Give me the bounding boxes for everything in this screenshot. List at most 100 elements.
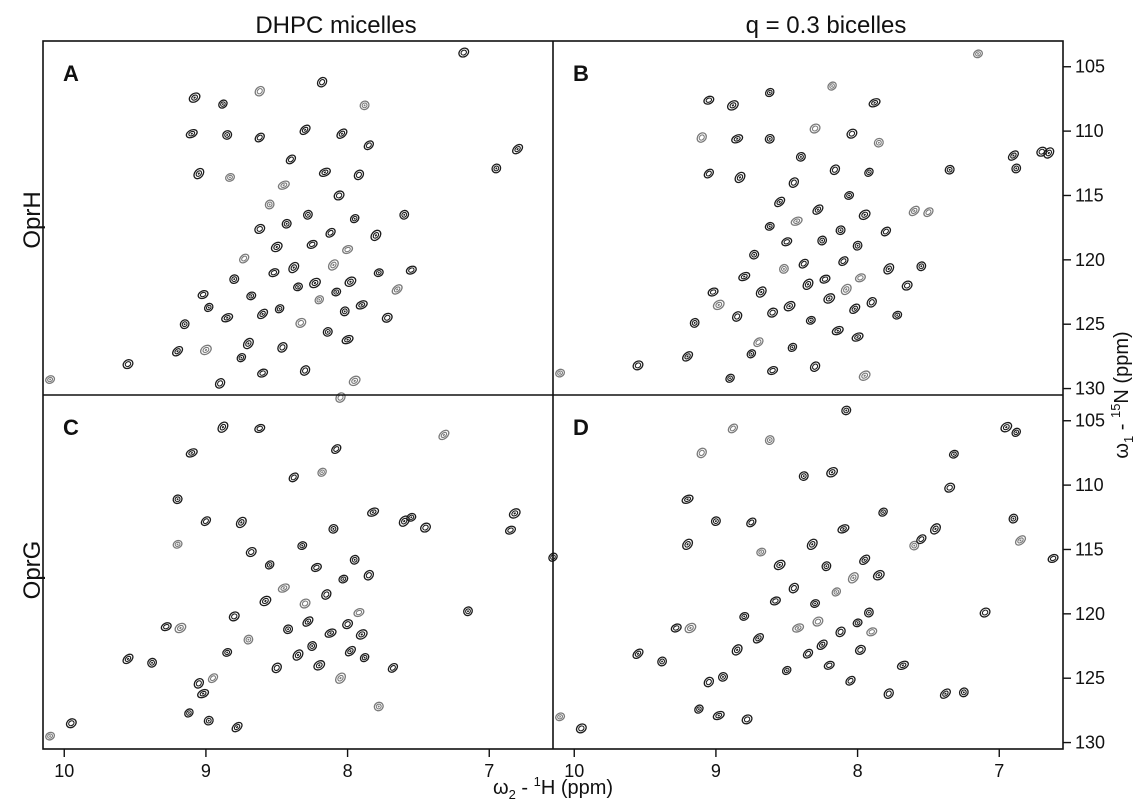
peak bbox=[826, 466, 839, 478]
peak bbox=[726, 100, 739, 111]
x-tick-label: 8 bbox=[343, 761, 353, 781]
peak bbox=[703, 676, 715, 688]
panel-label-c: C bbox=[63, 415, 79, 440]
peak bbox=[689, 317, 700, 328]
peak bbox=[185, 128, 198, 139]
peak bbox=[348, 375, 361, 387]
peak bbox=[829, 164, 841, 176]
peak bbox=[197, 290, 209, 300]
peak bbox=[373, 268, 384, 278]
peak bbox=[1000, 421, 1013, 433]
peak bbox=[349, 213, 360, 224]
peak bbox=[883, 263, 895, 275]
x-axis: 10 9 8 7 10 9 8 7 bbox=[54, 749, 1004, 781]
peak bbox=[1007, 150, 1019, 161]
peak bbox=[1047, 553, 1059, 564]
peak bbox=[764, 435, 775, 446]
y-tick-label: 125 bbox=[1075, 668, 1105, 688]
peak bbox=[854, 273, 866, 283]
x-tick-label: 10 bbox=[564, 761, 584, 781]
x-axis-label: ω2 - 1H (ppm) bbox=[493, 774, 613, 802]
peak bbox=[883, 688, 894, 699]
peak bbox=[324, 628, 337, 638]
panel-label-b: B bbox=[573, 61, 589, 86]
panel-label-d: D bbox=[573, 415, 589, 440]
peak bbox=[363, 140, 374, 151]
peak bbox=[270, 241, 283, 253]
peak bbox=[222, 648, 233, 657]
peak bbox=[837, 524, 850, 534]
peak bbox=[235, 516, 247, 529]
y-tick-label: 115 bbox=[1075, 185, 1104, 205]
peak bbox=[185, 448, 198, 458]
y-tick-label: 105 bbox=[1075, 411, 1105, 431]
peak bbox=[399, 209, 410, 220]
peak bbox=[809, 361, 821, 373]
peak bbox=[331, 287, 342, 297]
peak bbox=[306, 239, 318, 249]
peak bbox=[224, 173, 236, 182]
peak bbox=[355, 300, 368, 310]
peak bbox=[203, 715, 214, 726]
peak bbox=[727, 423, 739, 434]
peak bbox=[773, 559, 786, 571]
y-tick-label: 105 bbox=[1075, 57, 1105, 77]
peak bbox=[835, 626, 846, 638]
y-tick-label: 110 bbox=[1075, 121, 1104, 141]
peak bbox=[254, 423, 266, 434]
peak bbox=[844, 191, 855, 200]
peak bbox=[817, 235, 828, 246]
peak bbox=[292, 282, 304, 292]
peak bbox=[864, 167, 874, 177]
peak bbox=[288, 472, 299, 483]
peak bbox=[840, 283, 852, 296]
peak bbox=[245, 546, 257, 558]
peak bbox=[45, 731, 56, 741]
peak bbox=[827, 81, 837, 91]
peak bbox=[792, 623, 805, 633]
peak bbox=[367, 507, 380, 517]
peak bbox=[405, 265, 417, 275]
peak bbox=[122, 653, 134, 665]
peak bbox=[821, 561, 832, 572]
peak bbox=[783, 300, 796, 312]
peak bbox=[851, 332, 864, 342]
peak bbox=[767, 365, 779, 376]
peak bbox=[344, 645, 356, 657]
peak bbox=[297, 541, 308, 551]
peak bbox=[755, 286, 767, 298]
peak bbox=[1011, 163, 1022, 174]
peak bbox=[122, 359, 134, 370]
peak bbox=[896, 660, 909, 671]
peak bbox=[657, 656, 668, 667]
peak bbox=[972, 49, 984, 59]
peak bbox=[575, 723, 587, 734]
peak bbox=[802, 278, 814, 291]
peak bbox=[632, 648, 644, 660]
peak bbox=[420, 522, 431, 533]
peak bbox=[302, 616, 314, 627]
peak bbox=[682, 538, 694, 551]
peak bbox=[334, 672, 347, 684]
peak bbox=[878, 507, 888, 517]
peak bbox=[406, 512, 417, 522]
peak bbox=[283, 624, 294, 635]
peak bbox=[147, 657, 158, 668]
peak bbox=[207, 673, 219, 684]
peak bbox=[285, 154, 297, 165]
peak bbox=[331, 444, 342, 455]
peak bbox=[838, 256, 849, 267]
peak bbox=[749, 249, 760, 260]
column-title-right: q = 0.3 bicelles bbox=[746, 12, 907, 39]
peak bbox=[731, 311, 743, 322]
y-tick-label: 110 bbox=[1075, 475, 1104, 495]
peak bbox=[944, 164, 955, 175]
peak bbox=[288, 261, 300, 274]
peak bbox=[858, 209, 871, 221]
peak bbox=[948, 449, 959, 459]
peak bbox=[880, 226, 892, 237]
peak bbox=[778, 263, 789, 274]
peak bbox=[852, 240, 863, 251]
peak bbox=[508, 508, 521, 519]
peak bbox=[398, 515, 410, 527]
